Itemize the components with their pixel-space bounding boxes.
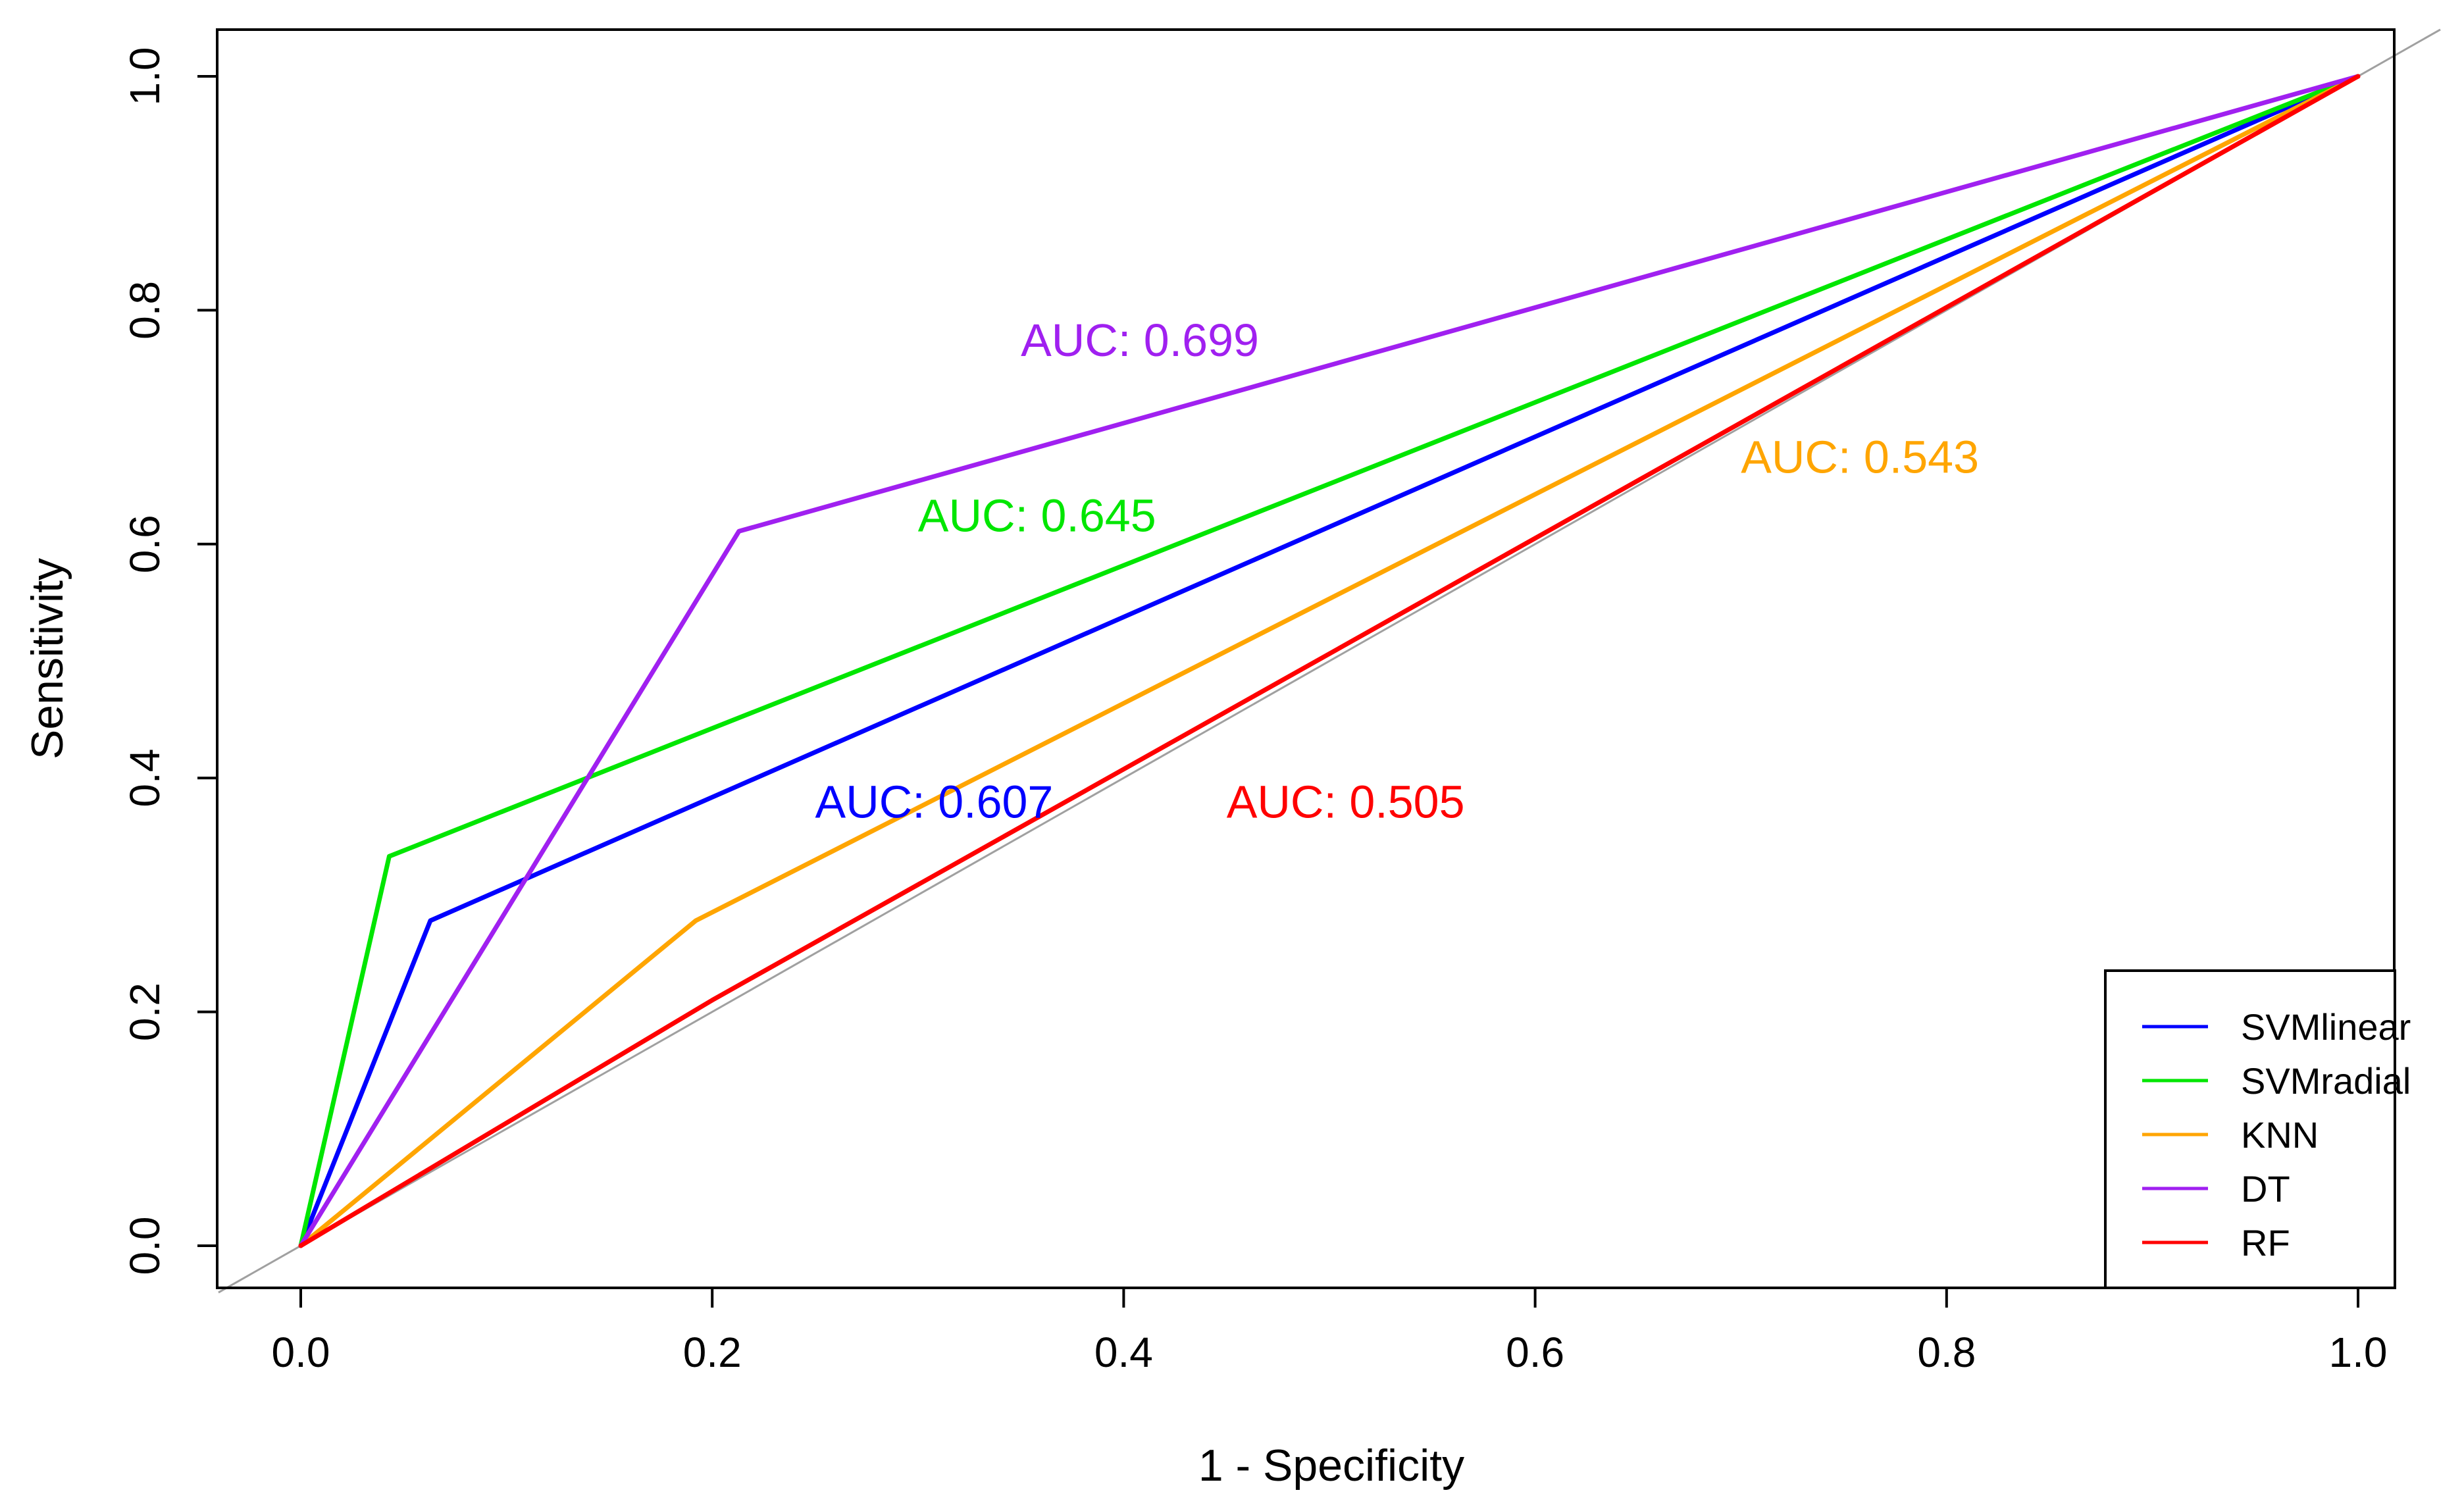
x-tick-label: 0.8 <box>1917 1329 1976 1376</box>
series-line-svmradial <box>298 74 2361 1248</box>
legend: SVMlinear SVMradial KNN DT RF <box>2104 969 2411 1289</box>
auc-label-svmlinear: AUC: 0.607 <box>815 777 1054 828</box>
x-tick-label: 0.6 <box>1506 1329 1564 1376</box>
series-line-knn <box>298 74 2361 1248</box>
y-axis-title: Sensitivity <box>22 558 72 759</box>
legend-label-svmlinear: SVMlinear <box>2241 1006 2411 1048</box>
x-axis-title: 1 - Specificity <box>1198 1441 1464 1491</box>
x-tick-label: 0.4 <box>1094 1329 1153 1376</box>
y-tick-label: 0.8 <box>121 281 168 340</box>
y-tick-label: 0.2 <box>121 983 168 1041</box>
legend-box <box>2104 969 2396 1289</box>
series-line-dt <box>298 74 2361 1248</box>
x-tick-label: 1.0 <box>2329 1329 2388 1376</box>
auc-label-dt: AUC: 0.699 <box>1021 315 1259 366</box>
y-tick-label: 1.0 <box>121 47 168 106</box>
series-line-rf <box>298 74 2361 1248</box>
legend-label-svmradial: SVMradial <box>2241 1060 2411 1102</box>
auc-label-rf: AUC: 0.505 <box>1227 777 1465 828</box>
y-tick-label: 0.6 <box>121 515 168 573</box>
legend-label-knn: KNN <box>2241 1114 2319 1156</box>
auc-label-svmradial: AUC: 0.645 <box>918 490 1156 541</box>
legend-label-dt: DT <box>2241 1168 2290 1210</box>
y-tick-label: 0.0 <box>121 1217 168 1275</box>
x-tick-label: 0.0 <box>272 1329 330 1376</box>
y-tick-label: 0.4 <box>121 749 168 807</box>
series-line-svmlinear <box>298 74 2361 1248</box>
x-tick-label: 0.2 <box>683 1329 742 1376</box>
legend-label-rf: RF <box>2241 1222 2290 1264</box>
auc-label-knn: AUC: 0.543 <box>1741 432 1979 483</box>
